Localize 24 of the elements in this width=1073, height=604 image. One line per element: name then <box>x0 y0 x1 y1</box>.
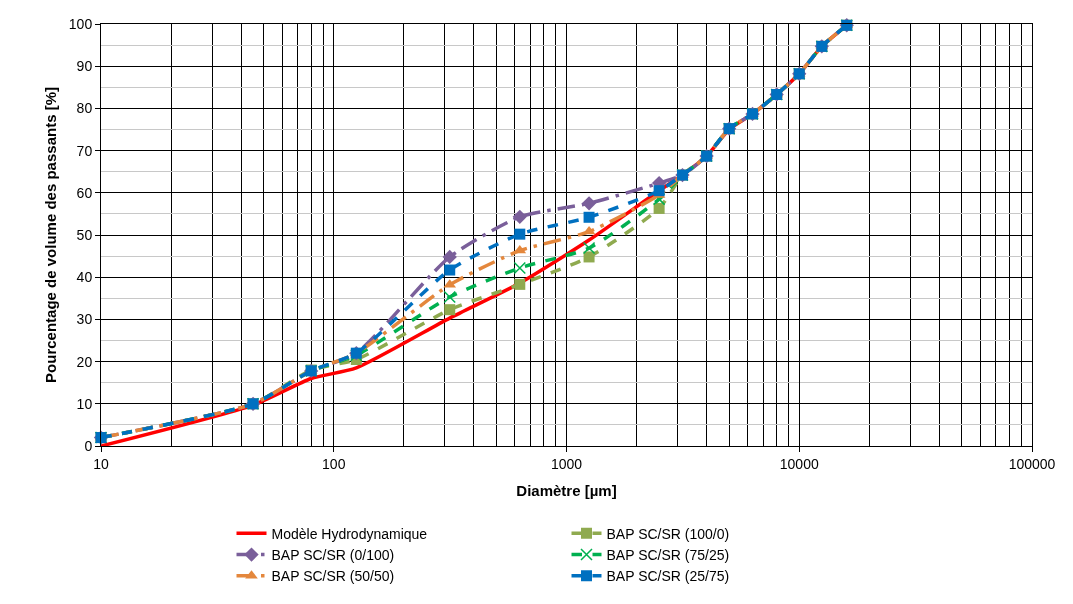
y-tick-label: 60 <box>76 184 93 201</box>
legend-label: BAP SC/SR (50/50) <box>271 568 395 585</box>
y-tick-label: 90 <box>76 58 93 75</box>
legend-label: Modèle Hydrodynamique <box>271 525 428 542</box>
y-tick-label: 20 <box>76 353 93 370</box>
x-axis-title: Diamètre [µm] <box>516 481 617 499</box>
legend-label: BAP SC/SR (0/100) <box>271 547 395 563</box>
y-tick-label: 70 <box>76 142 93 159</box>
y-tick-label: 80 <box>76 100 93 117</box>
legend-label: BAP SC/SR (25/75) <box>606 568 730 585</box>
y-axis-title: Pourcentage de volume des passants [%] <box>42 87 60 383</box>
y-tick-label: 100 <box>68 15 93 32</box>
legend-label: BAP SC/SR (100/0) <box>606 525 730 542</box>
legend-label: BAP SC/SR (75/25) <box>606 547 730 563</box>
y-tick-label: 0 <box>84 437 93 454</box>
x-tick-label: 100000 <box>1008 455 1056 472</box>
y-tick-label: 40 <box>76 269 93 286</box>
x-tick-label: 100 <box>322 455 346 472</box>
y-tick-label: 10 <box>76 395 93 412</box>
y-tick-label: 30 <box>76 311 93 328</box>
x-tick-label: 1000 <box>550 455 583 472</box>
y-tick-label: 50 <box>76 226 93 243</box>
x-tick-label: 10000 <box>779 455 819 472</box>
x-tick-label: 10 <box>93 455 109 472</box>
